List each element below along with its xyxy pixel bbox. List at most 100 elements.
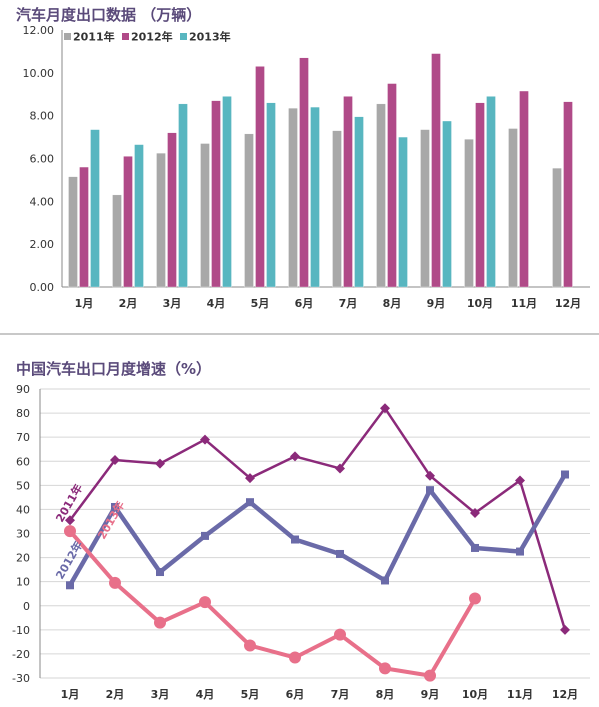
x-tick-label: 7月 (331, 688, 350, 701)
bar (200, 143, 210, 288)
y-tick-label: -10 (12, 624, 30, 637)
legend-swatch (122, 33, 129, 40)
x-tick-label: 8月 (376, 688, 395, 701)
bar (354, 116, 364, 288)
bar (79, 166, 89, 288)
bar (288, 108, 298, 288)
data-point (470, 508, 480, 519)
y-tick-label: 6.00 (30, 153, 55, 166)
data-point (199, 596, 211, 609)
bar (387, 83, 397, 288)
x-tick-label: 2月 (106, 688, 125, 701)
divider (0, 333, 599, 335)
x-tick-label: 12月 (552, 688, 578, 701)
y-tick-label: 20 (16, 552, 30, 565)
bar (310, 106, 320, 288)
bar (519, 90, 529, 288)
data-point (64, 525, 76, 538)
data-point (469, 592, 481, 605)
x-tick-label: 4月 (207, 297, 226, 310)
y-tick-label: 90 (16, 383, 30, 396)
bar (398, 136, 408, 288)
bar (464, 139, 474, 288)
x-tick-label: 2月 (119, 297, 138, 310)
bar (68, 176, 78, 288)
x-tick-label: 12月 (555, 297, 581, 310)
legend-swatch (64, 33, 71, 40)
data-point (379, 662, 391, 675)
x-tick-label: 5月 (251, 297, 270, 310)
y-tick-label: -30 (12, 672, 30, 685)
data-point (246, 498, 254, 507)
data-point (109, 576, 121, 589)
data-point (65, 515, 75, 526)
data-point (335, 463, 345, 474)
data-point (425, 470, 435, 481)
chart-title: 汽车月度出口数据 （万辆） (16, 6, 202, 24)
x-tick-label: 11月 (511, 297, 537, 310)
bar (442, 120, 452, 288)
y-tick-label: 2.00 (30, 238, 55, 251)
data-point (244, 639, 256, 652)
bar (266, 102, 276, 288)
legend-swatch (180, 33, 187, 40)
data-point (200, 434, 210, 445)
x-tick-label: 9月 (421, 688, 440, 701)
chart-title: 中国汽车出口月度增速（%） (16, 360, 212, 378)
data-point (336, 549, 344, 558)
export-volume-chart: 汽车月度出口数据 （万辆） 0.00 2.00 4.00 6.00 8.00 10.00 1… (0, 0, 599, 327)
y-tick-label: 10.00 (23, 67, 55, 80)
bar (123, 156, 133, 288)
x-tick-label: 3月 (163, 297, 182, 310)
y-tick-label: 4.00 (30, 195, 55, 208)
data-point (381, 576, 389, 585)
legend-label: 2011年 (73, 30, 115, 44)
x-tick-label: 5月 (241, 688, 260, 701)
data-point (334, 628, 346, 641)
bar (178, 103, 188, 288)
data-point (290, 451, 300, 462)
y-tick-label: 30 (16, 528, 30, 541)
bar (211, 100, 221, 288)
x-tick-label: 10月 (462, 688, 488, 701)
bar (222, 96, 232, 288)
series-line (68, 407, 567, 631)
data-point (291, 535, 299, 544)
line-chart-svg: -30 -20 -10 0 10 20 30 40 50 60 70 80 90 1月 2月 3月 4月 5月 6月… (12, 383, 590, 701)
data-point (154, 616, 166, 629)
data-point (156, 568, 164, 577)
bar (90, 129, 100, 288)
data-point (426, 486, 434, 495)
x-tick-label: 1月 (75, 297, 94, 310)
x-tick-label: 1月 (61, 688, 80, 701)
data-point (561, 470, 569, 479)
data-point (515, 475, 525, 486)
data-point (516, 547, 524, 556)
bar (244, 133, 254, 288)
y-tick-label: 50 (16, 479, 30, 492)
bar (376, 103, 386, 288)
y-tick-label: 8.00 (30, 110, 55, 123)
legend-label: 2012年 (131, 30, 173, 44)
bar (299, 57, 309, 288)
bar (332, 130, 342, 288)
bar (475, 102, 485, 288)
data-point (380, 403, 390, 414)
x-tick-label: 7月 (339, 297, 358, 310)
y-tick-label: 40 (16, 503, 30, 516)
y-tick-label: 12.00 (23, 24, 55, 37)
bar (486, 96, 496, 288)
data-point (66, 581, 74, 590)
x-tick-label: 4月 (196, 688, 215, 701)
bar (156, 152, 166, 288)
data-point (155, 458, 165, 469)
data-point (110, 455, 120, 466)
data-point (289, 651, 301, 664)
x-tick-label: 3月 (151, 688, 170, 701)
x-tick-label: 9月 (427, 297, 446, 310)
x-tick-label: 11月 (507, 688, 533, 701)
data-point (424, 669, 436, 682)
data-point (201, 531, 209, 540)
bar (255, 66, 265, 288)
data-point (471, 543, 479, 552)
